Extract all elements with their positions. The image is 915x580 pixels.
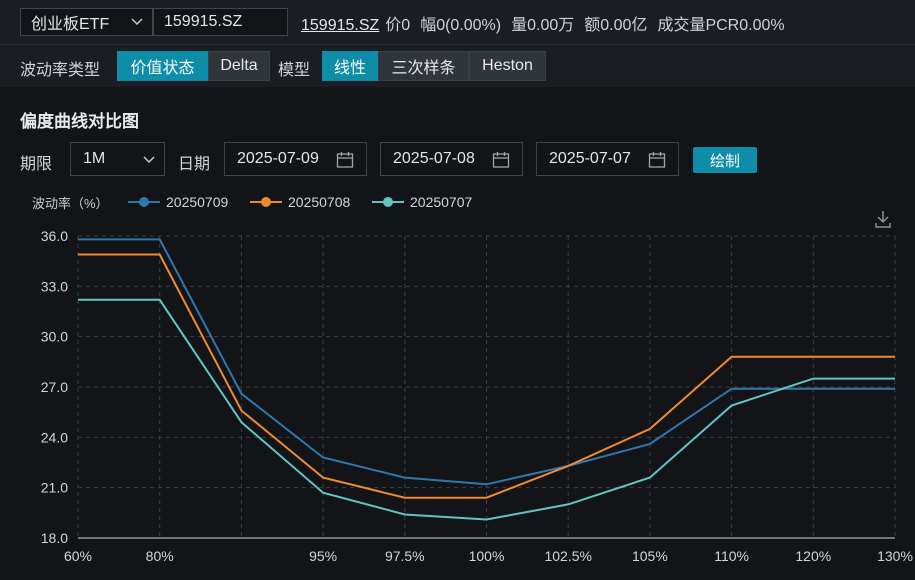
pcr-text: 成交量PCR0.00% <box>657 17 785 34</box>
legend-label[interactable]: 20250707 <box>410 194 473 210</box>
y-axis-label: 波动率（%） <box>32 196 109 211</box>
x-tick-label: 97.5% <box>385 548 425 564</box>
calendar-icon <box>648 152 666 168</box>
series-line-20250707 <box>78 298 895 521</box>
y-tick-label: 24.0 <box>41 429 68 445</box>
series-line-20250708 <box>78 253 895 499</box>
x-tick-label: 60% <box>64 548 92 564</box>
amount-text: 额0.00亿 <box>584 17 648 34</box>
series-line-20250709 <box>78 238 895 486</box>
vol-type-label: 波动率类型 <box>20 62 101 79</box>
legend-label[interactable]: 20250708 <box>288 194 351 210</box>
y-tick-label: 27.0 <box>41 379 68 395</box>
x-tick-label: 80% <box>146 548 174 564</box>
draw-button[interactable]: 绘制 <box>693 147 757 173</box>
y-tick-label: 21.0 <box>41 480 68 496</box>
date-value-2: 2025-07-08 <box>393 150 475 167</box>
panel-title: 偏度曲线对比图 <box>20 112 139 131</box>
divider <box>0 44 915 45</box>
code-input[interactable]: 159915.SZ <box>153 8 288 36</box>
chart-series <box>78 238 895 521</box>
chevron-down-icon <box>131 18 143 26</box>
x-tick-label: 120% <box>795 548 831 564</box>
date-label: 日期 <box>178 156 211 173</box>
vol-type-button-value[interactable]: 价值状态 <box>117 51 208 81</box>
legend-label[interactable]: 20250709 <box>166 194 229 210</box>
quote-line: 159915.SZ 价0 幅0(0.00%) 量0.00万 额0.00亿 成交量PCR0.… <box>301 11 785 35</box>
price-text: 价0 <box>385 17 411 34</box>
y-tick-label: 33.0 <box>41 278 68 294</box>
x-tick-label: 105% <box>632 548 668 564</box>
chart-legend: 20250709 20250708 20250707 <box>128 194 473 210</box>
change-text: 幅0(0.00%) <box>420 17 502 34</box>
chevron-down-icon <box>143 156 155 164</box>
model-button-linear[interactable]: 线性 <box>322 51 378 81</box>
y-tick-label: 18.0 <box>41 530 68 546</box>
vol-type-button-delta[interactable]: Delta <box>208 51 270 81</box>
y-tick-label: 30.0 <box>41 329 68 345</box>
x-tick-label: 130% <box>877 548 913 564</box>
y-tick-label: 36.0 <box>41 228 68 244</box>
term-select-value: 1M <box>83 150 106 167</box>
model-button-spline[interactable]: 三次样条 <box>378 51 469 81</box>
code-link[interactable]: 159915.SZ <box>301 17 380 34</box>
download-icon[interactable] <box>875 211 891 228</box>
legend-swatch-dot <box>383 197 393 207</box>
product-select-value: 创业板ETF <box>31 16 110 33</box>
volume-text: 量0.00万 <box>511 17 575 34</box>
x-tick-label: 110% <box>714 548 749 564</box>
date-value-3: 2025-07-07 <box>549 150 631 167</box>
chart-grid <box>77 235 896 539</box>
product-select[interactable]: 创业板ETF <box>20 8 153 36</box>
code-input-value: 159915.SZ <box>164 13 243 30</box>
legend-swatch-dot <box>261 197 271 207</box>
term-select[interactable]: 1M <box>70 142 165 176</box>
x-tick-label: 100% <box>469 548 505 564</box>
x-tick-label: 102.5% <box>544 548 591 564</box>
x-axis: 60% 80% 95% 97.5% 100% 102.5% 105% 110% 120% 130% <box>64 537 913 564</box>
date-picker-3[interactable]: 2025-07-07 <box>536 142 679 176</box>
legend-swatch-dot <box>139 197 149 207</box>
model-button-heston[interactable]: Heston <box>469 51 546 81</box>
term-label: 期限 <box>20 156 53 173</box>
y-axis: 36.0 33.0 30.0 27.0 24.0 21.0 18.0 <box>41 228 68 546</box>
calendar-icon <box>492 152 510 168</box>
model-label: 模型 <box>278 62 311 79</box>
date-picker-2[interactable]: 2025-07-08 <box>380 142 523 176</box>
date-value-1: 2025-07-09 <box>237 150 319 167</box>
x-tick-label: 95% <box>309 548 337 564</box>
date-picker-1[interactable]: 2025-07-09 <box>224 142 367 176</box>
calendar-icon <box>336 152 354 168</box>
skew-chart: 36.0 33.0 30.0 27.0 24.0 21.0 18.0 60% 80% 95% 97… <box>32 194 913 564</box>
